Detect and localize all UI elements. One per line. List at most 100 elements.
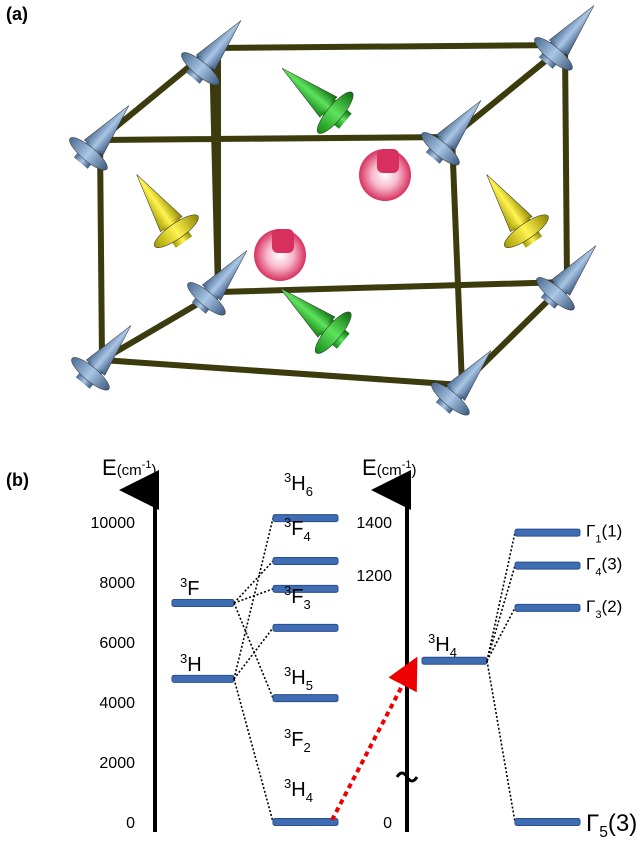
unit: (cm bbox=[117, 462, 142, 479]
axis-title: E(cm-1) bbox=[102, 455, 156, 480]
symbol: H bbox=[291, 473, 305, 495]
energy-level bbox=[273, 515, 338, 522]
energy-level bbox=[515, 529, 580, 536]
subscript: 5 bbox=[599, 824, 608, 841]
symbol: H bbox=[291, 667, 305, 689]
ion bbox=[414, 85, 499, 173]
superscript: 3 bbox=[180, 651, 187, 666]
unit: ) bbox=[151, 462, 156, 479]
excitation-arrow bbox=[332, 671, 410, 820]
transition-line bbox=[487, 661, 515, 822]
ion bbox=[64, 310, 149, 398]
y-tick-label: 10000 bbox=[91, 515, 136, 532]
energy-level bbox=[515, 562, 580, 569]
level-label: Γ4(3) bbox=[586, 555, 622, 579]
symbol: H bbox=[187, 654, 201, 676]
energy-level bbox=[273, 624, 338, 631]
y-tick-label: 1400 bbox=[356, 515, 392, 532]
ion bbox=[180, 235, 265, 323]
y-tick-label: 1200 bbox=[356, 568, 392, 585]
symbol: H bbox=[435, 634, 449, 656]
panel-label: (b) bbox=[6, 470, 29, 490]
level-label: 3H6 bbox=[284, 470, 313, 499]
y-tick-label: 0 bbox=[383, 815, 392, 832]
ions bbox=[62, 0, 614, 423]
y-tick-label: 0 bbox=[126, 815, 135, 832]
level-label: 3H4 bbox=[284, 776, 313, 805]
superscript: -1 bbox=[402, 459, 412, 471]
energy-level bbox=[273, 558, 338, 565]
symbol: Γ bbox=[586, 810, 599, 837]
energy-level bbox=[273, 819, 338, 826]
subscript: 2 bbox=[303, 740, 310, 755]
transition-line bbox=[234, 679, 273, 822]
energy-diagram: E(cm-1)02000400060008000100003F3H3H63F43… bbox=[91, 455, 638, 841]
energy-level bbox=[515, 819, 580, 826]
level-label: Γ5(3) bbox=[586, 810, 637, 841]
transition-line bbox=[487, 533, 515, 661]
transition-line bbox=[487, 608, 515, 661]
energy-level bbox=[172, 600, 234, 607]
symbol: Γ bbox=[586, 597, 595, 616]
level-label: 3F bbox=[180, 575, 199, 600]
subscript: 3 bbox=[303, 597, 310, 612]
superscript: 3 bbox=[284, 776, 291, 791]
level-label: Γ3(2) bbox=[586, 597, 622, 621]
ion bbox=[263, 268, 360, 361]
ion-stem bbox=[272, 229, 294, 253]
transition-line bbox=[234, 518, 273, 679]
subscript: 4 bbox=[450, 645, 457, 660]
superscript: 3 bbox=[428, 631, 435, 646]
symbol: E bbox=[362, 455, 377, 480]
subscript: 4 bbox=[306, 790, 313, 805]
level-label: 3H bbox=[180, 651, 202, 676]
y-tick-label: 8000 bbox=[99, 575, 135, 592]
y-tick-label: 2000 bbox=[99, 755, 135, 772]
ion bbox=[465, 159, 556, 257]
symbol: F bbox=[291, 586, 303, 608]
energy-level bbox=[172, 675, 234, 682]
suffix: (3) bbox=[602, 555, 623, 574]
ion-stem bbox=[377, 149, 399, 173]
suffix: (2) bbox=[602, 597, 623, 616]
figure: (a) (b) E(cm-1)02000400060008000100003F3… bbox=[0, 0, 644, 842]
symbol: Γ bbox=[586, 555, 595, 574]
symbol: H bbox=[291, 779, 305, 801]
y-tick-label: 6000 bbox=[99, 635, 135, 652]
unit: ) bbox=[411, 462, 416, 479]
suffix: (1) bbox=[602, 522, 623, 541]
ion bbox=[115, 159, 206, 257]
energy-level bbox=[273, 585, 338, 592]
superscript: 3 bbox=[284, 726, 291, 741]
superscript: 3 bbox=[284, 515, 291, 530]
ion bbox=[265, 48, 362, 141]
unit: (cm bbox=[377, 462, 402, 479]
suffix: (3) bbox=[608, 810, 637, 837]
level-label: Γ1(1) bbox=[586, 522, 622, 546]
superscript: -1 bbox=[142, 459, 152, 471]
superscript: 3 bbox=[180, 575, 187, 590]
level-label: 3F2 bbox=[284, 726, 311, 755]
superscript: 3 bbox=[284, 583, 291, 598]
subscript: 6 bbox=[306, 484, 313, 499]
level-label: 3H4 bbox=[428, 631, 457, 660]
transition-line bbox=[487, 566, 515, 661]
symbol: F bbox=[291, 518, 303, 540]
level-label: 3H5 bbox=[284, 664, 313, 693]
symbol: E bbox=[102, 455, 117, 480]
subscript: 4 bbox=[303, 529, 310, 544]
superscript: 3 bbox=[284, 664, 291, 679]
y-tick-label: 4000 bbox=[99, 695, 135, 712]
energy-level bbox=[515, 604, 580, 611]
energy-level bbox=[273, 695, 338, 702]
transition-line bbox=[234, 603, 273, 698]
panel-label: (a) bbox=[6, 4, 28, 24]
subscript: 5 bbox=[306, 678, 313, 693]
symbol: F bbox=[291, 729, 303, 751]
axis-title: E(cm-1) bbox=[362, 455, 416, 480]
transition-line bbox=[234, 628, 273, 679]
ion bbox=[62, 90, 147, 178]
superscript: 3 bbox=[284, 470, 291, 485]
symbol: Γ bbox=[586, 522, 595, 541]
symbol: F bbox=[187, 578, 199, 600]
